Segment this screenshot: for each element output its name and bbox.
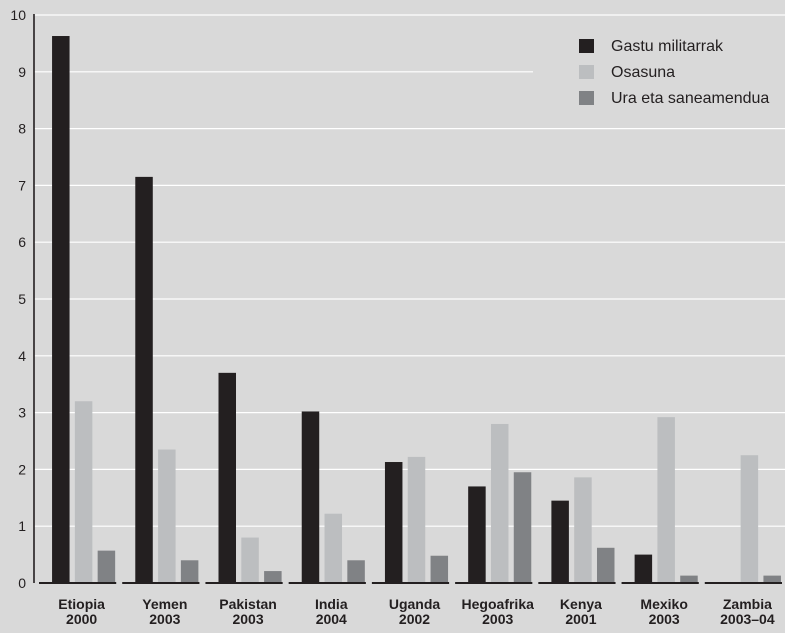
bar (158, 449, 176, 583)
x-tick-label: Pakistan (219, 596, 277, 612)
x-tick-label: Zambia (723, 596, 772, 612)
x-tick-label: Kenya (560, 596, 602, 612)
x-tick-label: Mexiko (640, 596, 687, 612)
x-tick-label: Hegoafrika (462, 596, 535, 612)
y-tick-label: 0 (18, 575, 26, 591)
bar (241, 537, 259, 583)
legend-label: Osasuna (611, 64, 675, 81)
bar (180, 560, 199, 583)
bar (740, 455, 759, 583)
bar (490, 423, 509, 583)
legend-label: Ura eta saneamendua (611, 90, 769, 107)
bar (74, 401, 93, 583)
bar (634, 554, 653, 583)
x-tick-label-year: 2003 (482, 611, 513, 627)
bar (218, 372, 237, 583)
bar (301, 411, 320, 583)
x-tick-label-year: 2004 (316, 611, 347, 627)
x-tick-label: Uganda (389, 596, 441, 612)
bar (97, 550, 116, 583)
x-tick-label-year: 2003 (649, 611, 680, 627)
legend-swatch (579, 91, 594, 105)
y-tick-label: 1 (18, 518, 26, 534)
bar (680, 575, 698, 583)
bar (52, 36, 70, 584)
bar (574, 477, 592, 583)
y-tick-label: 7 (18, 177, 26, 193)
bar (657, 417, 675, 583)
legend-box (533, 30, 785, 110)
bar (384, 462, 403, 583)
x-tick-label-year: 2003 (232, 611, 263, 627)
bar (513, 472, 532, 583)
x-tick-label-year: 2002 (399, 611, 430, 627)
bar (135, 176, 153, 583)
bar (596, 547, 615, 583)
x-tick-label: Yemen (142, 596, 187, 612)
bar (264, 571, 282, 583)
x-tick-label-year: 2003 (149, 611, 180, 627)
y-tick-label: 4 (18, 348, 26, 364)
bar (468, 486, 486, 583)
y-tick-label: 6 (18, 234, 26, 250)
axes: 012345678910Etiopia2000Yemen2003Pakistan… (10, 7, 782, 627)
y-tick-label: 8 (18, 121, 26, 137)
x-tick-label: India (315, 596, 348, 612)
bar (347, 560, 365, 583)
y-tick-label: 3 (18, 405, 26, 421)
legend-label: Gastu militarrak (611, 38, 724, 55)
bar (551, 500, 569, 583)
x-tick-label: Etiopia (58, 596, 105, 612)
y-tick-label: 9 (18, 64, 26, 80)
y-tick-label: 5 (18, 291, 26, 307)
y-tick-label: 2 (18, 461, 26, 477)
y-tick-label: 10 (10, 7, 26, 23)
bar (324, 513, 343, 583)
x-tick-label-year: 2003–04 (720, 611, 775, 627)
legend-swatch (579, 65, 594, 79)
bar (430, 555, 449, 583)
x-tick-label-year: 2001 (565, 611, 596, 627)
x-tick-label-year: 2000 (66, 611, 97, 627)
bars (52, 36, 781, 584)
bar (407, 456, 426, 583)
bar (763, 575, 781, 583)
legend: Gastu militarrak Osasuna Ura eta saneamend… (533, 30, 785, 110)
legend-swatch (579, 39, 594, 53)
